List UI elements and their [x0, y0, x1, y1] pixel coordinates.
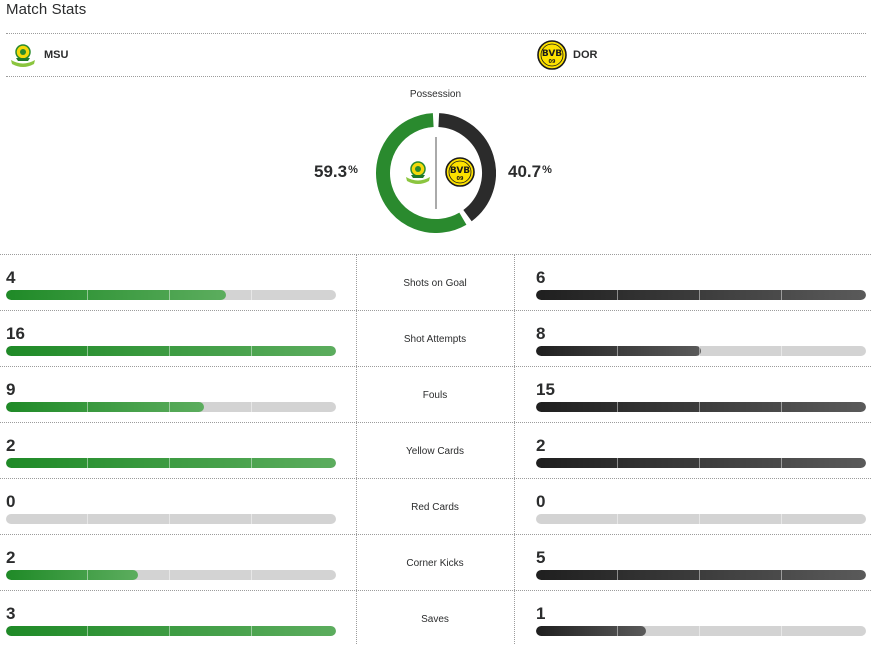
- away-stat-value: 8: [536, 324, 546, 343]
- svg-text:09: 09: [457, 176, 464, 182]
- column-divider: [514, 423, 515, 478]
- page-title: Match Stats: [6, 1, 87, 18]
- home-stat-value: 2: [6, 548, 16, 567]
- home-stat-bar: [6, 290, 336, 300]
- column-divider: [356, 535, 357, 590]
- away-stat-bar-fill: [536, 346, 701, 356]
- stat-label: Corner Kicks: [406, 558, 464, 569]
- home-stat-bar-fill: [6, 290, 227, 300]
- away-stat-bar: [536, 626, 866, 636]
- svg-text:09: 09: [549, 59, 556, 65]
- teams-header: MSU BVB 09 DOR: [6, 34, 866, 76]
- away-stat-bar: [536, 514, 866, 524]
- away-possession-arc: [438, 113, 496, 222]
- home-stat-bar-fill: [6, 626, 336, 636]
- stat-label: Saves: [421, 614, 449, 625]
- home-stat-bar: [6, 570, 336, 580]
- bvb-crest-icon: BVB 09: [445, 157, 475, 187]
- home-possession-arc: [376, 113, 467, 233]
- away-stat-bar: [536, 402, 866, 412]
- divider: [6, 33, 866, 34]
- away-stat-value: 2: [536, 436, 546, 455]
- home-stat-value: 2: [6, 436, 16, 455]
- stat-label: Yellow Cards: [406, 446, 464, 457]
- column-divider: [514, 367, 515, 422]
- column-divider: [514, 591, 515, 645]
- column-divider: [356, 591, 357, 645]
- column-divider: [356, 479, 357, 534]
- possession-donut: BVB 09: [376, 113, 496, 233]
- msu-crest-icon: [406, 161, 430, 184]
- home-stat-bar: [6, 626, 336, 636]
- home-stat-value: 4: [6, 268, 16, 287]
- away-stat-bar: [536, 346, 866, 356]
- column-divider: [356, 423, 357, 478]
- stat-row: 2 Yellow Cards 2: [0, 422, 871, 478]
- away-team[interactable]: BVB 09 DOR: [537, 34, 597, 76]
- away-stat-bar-fill: [536, 458, 866, 468]
- away-stat-value: 15: [536, 380, 555, 399]
- away-stat-value: 5: [536, 548, 546, 567]
- stat-label: Red Cards: [411, 502, 459, 513]
- away-stat-bar: [536, 570, 866, 580]
- column-divider: [356, 311, 357, 366]
- stat-label: Shots on Goal: [403, 278, 467, 289]
- home-stat-bar-fill: [6, 458, 336, 468]
- divider: [6, 76, 866, 77]
- away-stat-value: 0: [536, 492, 546, 511]
- away-team-abbr: DOR: [573, 49, 598, 61]
- home-stat-bar-fill: [6, 570, 138, 580]
- home-possession-value: 59.3%: [314, 162, 358, 181]
- home-stat-bar: [6, 458, 336, 468]
- away-possession-value: 40.7%: [508, 162, 552, 181]
- home-stat-bar: [6, 514, 336, 524]
- away-stat-value: 6: [536, 268, 546, 287]
- home-stat-bar: [6, 402, 336, 412]
- bvb-crest-icon: BVB 09: [537, 40, 567, 70]
- stat-row: 0 Red Cards 0: [0, 478, 871, 534]
- column-divider: [514, 311, 515, 366]
- home-team-abbr: MSU: [44, 49, 69, 61]
- home-stat-bar: [6, 346, 336, 356]
- home-stat-value: 0: [6, 492, 16, 511]
- away-stat-bar-fill: [536, 626, 646, 636]
- column-divider: [514, 479, 515, 534]
- column-divider: [514, 535, 515, 590]
- stat-row: 4 Shots on Goal 6: [0, 254, 871, 310]
- stat-row: 2 Corner Kicks 5: [0, 534, 871, 590]
- column-divider: [356, 367, 357, 422]
- msu-crest-icon: [11, 44, 35, 67]
- column-divider: [356, 255, 357, 310]
- away-stat-value: 1: [536, 604, 546, 623]
- stats-table: 4 Shots on Goal 6 16 Shot Attempts 8 9 Fouls 15 2…: [0, 254, 871, 645]
- away-stat-bar-fill: [536, 570, 866, 580]
- stat-label: Fouls: [422, 390, 448, 401]
- stat-row: 9 Fouls 15: [0, 366, 871, 422]
- svg-text:BVB: BVB: [542, 49, 562, 59]
- away-stat-bar: [536, 290, 866, 300]
- home-stat-value: 3: [6, 604, 16, 623]
- home-team[interactable]: MSU: [8, 34, 68, 76]
- away-stat-bar-fill: [536, 290, 866, 300]
- home-stat-value: 9: [6, 380, 16, 399]
- possession-label: Possession: [409, 89, 462, 100]
- home-stat-bar-fill: [6, 402, 204, 412]
- svg-text:BVB: BVB: [450, 166, 470, 176]
- stat-row: 16 Shot Attempts 8: [0, 310, 871, 366]
- stat-label: Shot Attempts: [403, 334, 467, 345]
- home-stat-bar-fill: [6, 346, 336, 356]
- away-stat-bar-fill: [536, 402, 866, 412]
- stat-row: 3 Saves 1: [0, 590, 871, 645]
- home-stat-value: 16: [6, 324, 25, 343]
- column-divider: [514, 255, 515, 310]
- away-stat-bar: [536, 458, 866, 468]
